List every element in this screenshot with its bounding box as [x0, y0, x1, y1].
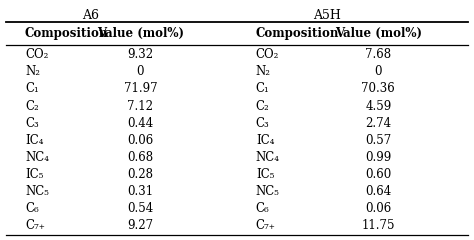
Text: 7.12: 7.12: [128, 100, 154, 113]
Text: Composition: Composition: [25, 27, 109, 40]
Text: 9.27: 9.27: [128, 219, 154, 232]
Text: 0.06: 0.06: [365, 202, 392, 215]
Text: 7.68: 7.68: [365, 48, 392, 61]
Text: 70.36: 70.36: [362, 82, 395, 96]
Text: 0.57: 0.57: [365, 134, 392, 147]
Text: C₇₊: C₇₊: [25, 219, 45, 232]
Text: 0: 0: [374, 65, 382, 78]
Text: NC₅: NC₅: [256, 185, 280, 198]
Text: NC₄: NC₄: [256, 151, 280, 164]
Text: 2.74: 2.74: [365, 117, 392, 130]
Text: 0: 0: [137, 65, 144, 78]
Text: 0.06: 0.06: [128, 134, 154, 147]
Text: Value (mol%): Value (mol%): [335, 27, 422, 40]
Text: A5H: A5H: [312, 8, 340, 22]
Text: Value (mol%): Value (mol%): [97, 27, 184, 40]
Text: C₃: C₃: [256, 117, 270, 130]
Text: C₆: C₆: [25, 202, 39, 215]
Text: 11.75: 11.75: [362, 219, 395, 232]
Text: 9.32: 9.32: [128, 48, 154, 61]
Text: CO₂: CO₂: [25, 48, 48, 61]
Text: Composition: Composition: [256, 27, 339, 40]
Text: 0.99: 0.99: [365, 151, 392, 164]
Text: N₂: N₂: [25, 65, 40, 78]
Text: C₆: C₆: [256, 202, 270, 215]
Text: NC₅: NC₅: [25, 185, 49, 198]
Text: C₃: C₃: [25, 117, 39, 130]
Text: 4.59: 4.59: [365, 100, 392, 113]
Text: IC₄: IC₄: [256, 134, 274, 147]
Text: 0.54: 0.54: [128, 202, 154, 215]
Text: NC₄: NC₄: [25, 151, 49, 164]
Text: 0.68: 0.68: [128, 151, 154, 164]
Text: 0.60: 0.60: [365, 168, 392, 181]
Text: C₁: C₁: [256, 82, 270, 96]
Text: C₇₊: C₇₊: [256, 219, 276, 232]
Text: 0.31: 0.31: [128, 185, 154, 198]
Text: IC₅: IC₅: [25, 168, 43, 181]
Text: C₂: C₂: [256, 100, 270, 113]
Text: A6: A6: [82, 8, 100, 22]
Text: 0.64: 0.64: [365, 185, 392, 198]
Text: 0.28: 0.28: [128, 168, 154, 181]
Text: CO₂: CO₂: [256, 48, 279, 61]
Text: N₂: N₂: [256, 65, 271, 78]
Text: 71.97: 71.97: [124, 82, 157, 96]
Text: C₂: C₂: [25, 100, 39, 113]
Text: 0.44: 0.44: [128, 117, 154, 130]
Text: IC₅: IC₅: [256, 168, 274, 181]
Text: IC₄: IC₄: [25, 134, 44, 147]
Text: C₁: C₁: [25, 82, 39, 96]
